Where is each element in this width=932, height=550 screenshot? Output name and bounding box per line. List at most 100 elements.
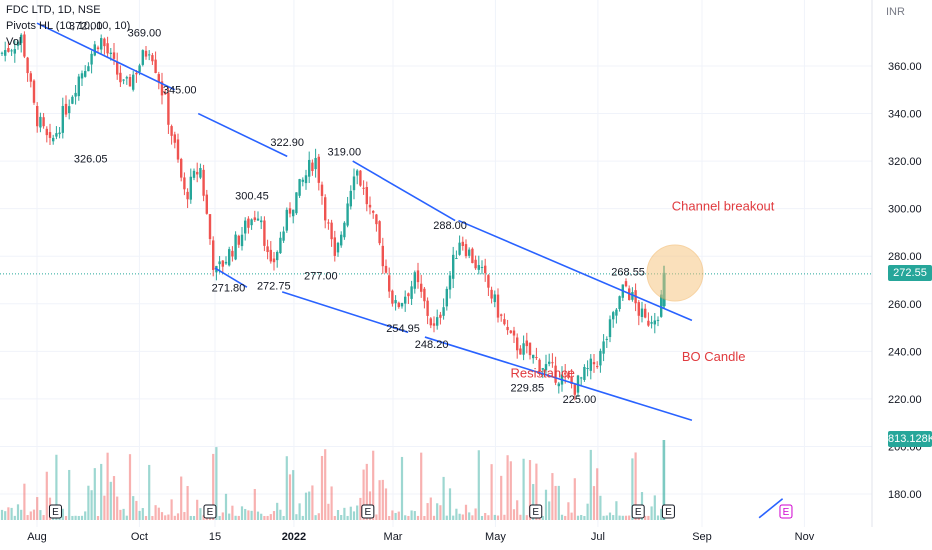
candle-body (461, 241, 464, 246)
volume-bar (244, 508, 247, 520)
volume-bar (580, 514, 583, 520)
volume-badge: 813.128K (888, 431, 932, 447)
volume-bar (394, 512, 397, 520)
pivot-label: 345.00 (163, 85, 197, 97)
candle-body (298, 179, 301, 196)
volume-bar (343, 507, 346, 520)
earnings-marker[interactable] (529, 504, 543, 519)
time-tick-label: May (485, 531, 506, 543)
candle-body (189, 176, 192, 200)
candle-body (84, 71, 87, 77)
volume-bar (432, 515, 436, 520)
volume-bar (144, 515, 148, 520)
candle-body (656, 319, 660, 321)
candle-body (221, 260, 224, 267)
bo-highlight-circle (646, 244, 704, 302)
candle-body (567, 372, 570, 378)
candle-body (74, 92, 77, 97)
candle-body (295, 192, 298, 214)
candle-body (570, 377, 573, 384)
indicator-label[interactable]: Pivots HL (10, 10, 10, 10) (6, 20, 131, 32)
candle-body (384, 265, 388, 273)
candle-body (516, 337, 519, 351)
pivot-label: 254.95 (386, 323, 420, 335)
volume-bar (356, 505, 359, 520)
candle-body (544, 364, 548, 371)
candle-body (141, 50, 144, 65)
candle-body (10, 50, 13, 52)
volume-bar (295, 514, 298, 520)
time-tick-label: Sep (692, 531, 712, 543)
volume-bar (160, 512, 164, 520)
candle-body (509, 330, 512, 333)
price-tick-label: 260.00 (888, 299, 922, 311)
volume-bar (628, 515, 631, 520)
volume-bar (308, 491, 311, 520)
candle-body (592, 362, 596, 365)
candle-body (106, 43, 109, 54)
volume-bar (656, 515, 660, 520)
volume-bar (647, 515, 650, 520)
candle-body (660, 294, 663, 317)
candle-body (116, 61, 119, 75)
candle-body (205, 194, 208, 214)
candle-body (173, 134, 176, 143)
candle-body (314, 157, 317, 170)
time-tick-label: Nov (795, 531, 815, 543)
volume-bar (615, 501, 618, 520)
candle-body (244, 220, 247, 234)
candle-body (624, 281, 628, 287)
candle-body (218, 261, 221, 265)
annotation-label: BO Candle (682, 349, 746, 364)
volume-bar (42, 515, 45, 520)
current-price-badge: 272.55 (888, 265, 932, 281)
volume-bar (260, 513, 263, 520)
future-earnings-marker[interactable] (779, 504, 793, 519)
volume-bar (192, 515, 196, 520)
candle-body (564, 372, 567, 375)
candle-body (423, 288, 426, 302)
chart-grid (0, 0, 873, 527)
time-axis: Aug Oct 15 2022 Mar May Jul Sep Nov (27, 531, 815, 543)
volume-bar (589, 449, 592, 520)
volume-bar (317, 513, 320, 520)
candle-body (573, 384, 576, 395)
earnings-marker[interactable] (361, 504, 375, 519)
volume-bar (269, 514, 272, 520)
volume-bar (272, 511, 276, 520)
volume-bar (68, 469, 71, 520)
volume-bar (436, 503, 439, 520)
candle-body (196, 171, 199, 175)
earnings-marker[interactable] (631, 504, 645, 519)
lower-trendline-segment (281, 291, 409, 334)
time-tick-label: Jul (591, 531, 605, 543)
volume-bar (320, 455, 324, 520)
volume-bar (519, 514, 522, 520)
earnings-marker[interactable] (203, 504, 217, 519)
candle-body (426, 300, 429, 316)
volume-bar (391, 510, 394, 520)
volume-bar (660, 508, 663, 520)
pivot-label: 288.00 (433, 220, 467, 232)
candle-body (164, 93, 167, 95)
pivot-label: 277.00 (304, 270, 338, 282)
volume-label[interactable]: Vol (6, 36, 22, 48)
annotation-label: Resistance (511, 365, 575, 380)
candle-body (506, 326, 509, 331)
price-tick-label: 180.00 (888, 489, 922, 501)
volume-bar (493, 514, 496, 520)
candle-body (93, 44, 96, 56)
volume-bar (138, 510, 141, 520)
volume-bar (567, 502, 570, 520)
candle-body (61, 105, 64, 133)
earnings-marker[interactable] (661, 504, 675, 519)
symbol-title[interactable]: FDC LTD, 1D, NSE (6, 4, 101, 16)
price-tick-label: 280.00 (888, 251, 922, 263)
volume-bar (87, 485, 90, 520)
volume-bar (285, 456, 288, 520)
candle-body (132, 74, 135, 90)
volume-bar (464, 504, 468, 520)
volume-bar (93, 468, 96, 520)
earnings-marker[interactable] (48, 504, 62, 519)
